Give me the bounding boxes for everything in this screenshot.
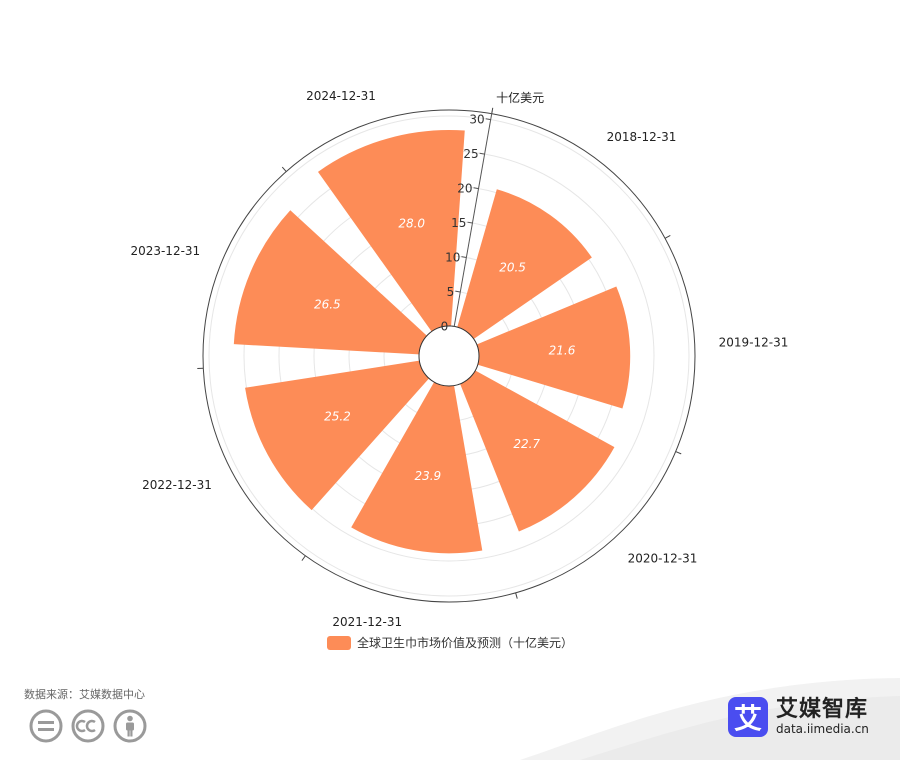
brand-logo[interactable]: 艾 艾媒智库 data.iimedia.cn — [728, 697, 869, 737]
category-label: 2024-12-31 — [306, 89, 376, 103]
category-label: 2020-12-31 — [628, 551, 698, 565]
cc-icon — [71, 709, 105, 743]
unit-label: 十亿美元 — [496, 90, 544, 105]
radial-tick-label: 10 — [445, 251, 460, 265]
value-label: 26.5 — [314, 298, 341, 312]
person-icon — [113, 709, 147, 743]
radial-tick — [449, 325, 455, 327]
outer-tick — [664, 235, 671, 239]
bar-2018-12-31 — [457, 189, 592, 339]
bar-2022-12-31 — [245, 360, 430, 511]
radial-tick — [485, 118, 491, 121]
outer-tick — [675, 451, 682, 455]
value-label: 22.7 — [513, 437, 540, 451]
chart-bars — [233, 130, 631, 554]
bar-2024-12-31 — [317, 130, 465, 332]
bar-2019-12-31 — [476, 286, 631, 409]
value-label: 20.5 — [499, 261, 526, 275]
chart-labels: 20.5 2018-12-31 21.6 2019-12-31 22.7 2020-12-… — [130, 89, 788, 629]
bar-2020-12-31 — [460, 370, 615, 532]
brand-badge: 艾 — [728, 697, 768, 737]
value-label: 25.2 — [324, 410, 351, 424]
category-label: 2022-12-31 — [142, 478, 212, 492]
category-label: 2021-12-31 — [332, 615, 402, 629]
value-label: 23.9 — [414, 469, 441, 483]
source-note: 数据来源：艾媒数据中心 — [24, 688, 145, 701]
radial-tick-label: 20 — [457, 182, 472, 196]
radial-tick — [455, 290, 461, 293]
radial-tick-label: 25 — [463, 147, 478, 161]
outer-tick — [301, 555, 306, 561]
radial-tick-label: 30 — [469, 113, 484, 127]
value-label: 28.0 — [398, 216, 425, 230]
radial-axis — [453, 110, 493, 327]
equal-icon — [29, 709, 63, 743]
license-icons — [28, 708, 148, 744]
radial-tick — [461, 256, 467, 259]
outer-tick — [515, 592, 518, 599]
grid-circle — [208, 115, 690, 597]
category-label: 2019-12-31 — [719, 336, 789, 350]
chart-legend[interactable]: 全球卫生巾市场价值及预测（十亿美元） — [327, 634, 573, 651]
outer-ring — [202, 109, 696, 603]
legend-swatch — [327, 635, 351, 650]
category-label: 2023-12-31 — [130, 244, 200, 258]
radial-tick-label: 0 — [441, 319, 449, 333]
bar-2021-12-31 — [351, 382, 483, 554]
value-label: 21.6 — [549, 343, 576, 357]
brand-url: data.iimedia.cn — [776, 722, 869, 736]
outer-tick — [281, 166, 287, 172]
brand-name: 艾媒智库 — [776, 697, 869, 722]
chart-axes: 0 5 10 15 20 25 30 十亿美元 — [418, 90, 544, 387]
category-label: 2018-12-31 — [607, 130, 677, 144]
radial-tick — [479, 152, 485, 155]
radial-tick — [467, 221, 473, 224]
radial-tick-label: 5 — [447, 285, 455, 299]
center-hole — [418, 325, 480, 387]
radial-tick-label: 15 — [451, 216, 466, 230]
polar-bar-chart: 0 5 10 15 20 25 30 十亿美元 20.5 2018-12-31 21.6 2019-… — [130, 89, 788, 629]
bar-2023-12-31 — [233, 210, 427, 355]
legend-label: 全球卫生巾市场价值及预测（十亿美元） — [357, 636, 574, 650]
radial-tick — [473, 187, 479, 190]
